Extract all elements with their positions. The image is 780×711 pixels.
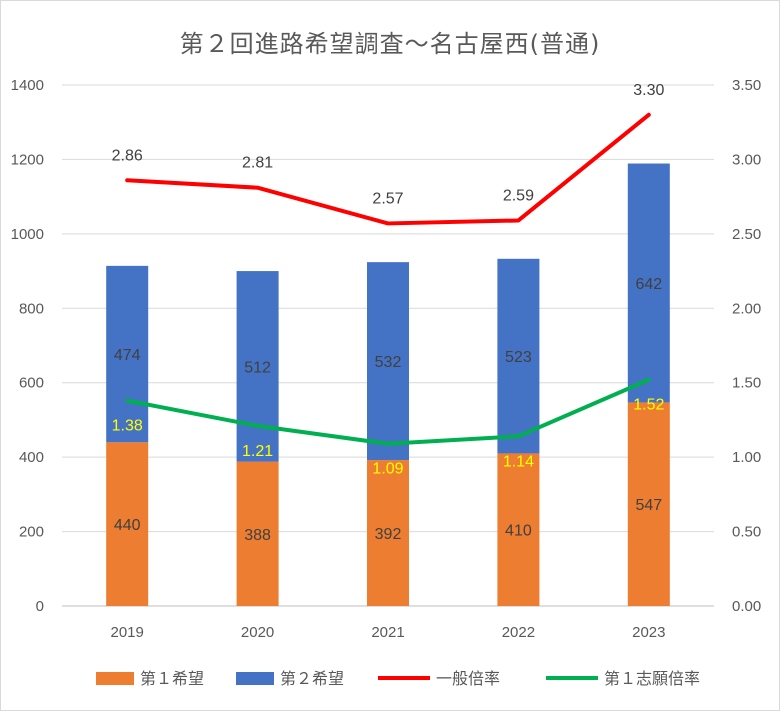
line-value-label: 1.21	[242, 443, 273, 460]
legend-swatch	[96, 672, 134, 685]
bars	[106, 163, 670, 606]
bar-value-label: 532	[375, 354, 402, 371]
y-left-tick-label: 800	[19, 300, 44, 317]
line-value-label: 2.59	[503, 187, 534, 204]
x-tick-label: 2023	[632, 624, 665, 641]
bar-segment	[627, 402, 670, 606]
y-right-tick-label: 2.50	[732, 226, 761, 243]
series-line	[125, 377, 651, 446]
bar-value-label: 547	[635, 497, 662, 514]
line-value-label: 3.30	[633, 82, 664, 99]
y-left-tick-label: 400	[19, 449, 44, 466]
bar-segment	[367, 460, 409, 606]
line-value-label: 1.09	[372, 461, 403, 478]
bar-segment	[497, 453, 540, 606]
bar-value-label: 440	[114, 517, 141, 534]
legend-swatch	[236, 672, 274, 685]
bar-value-label: 512	[244, 359, 271, 376]
y-left-tick-label: 200	[19, 524, 44, 541]
line-value-label: 1.14	[503, 453, 534, 470]
line-value-label: 2.57	[372, 190, 403, 207]
y-right-tick-label: 3.50	[732, 77, 761, 94]
bar-segment	[236, 271, 279, 462]
y-left-tick-label: 1000	[11, 226, 44, 243]
bar-segment	[627, 163, 670, 403]
legend-label: 一般倍率	[436, 669, 500, 688]
y-right-tick-label: 2.00	[732, 300, 761, 317]
x-tick-label: 2022	[502, 624, 535, 641]
legend-label: 第１希望	[140, 669, 204, 688]
bar-value-label: 392	[375, 526, 402, 543]
bar-value-label: 642	[635, 276, 662, 293]
bar-value-label: 474	[114, 347, 141, 364]
y-left-tick-label: 600	[19, 375, 44, 392]
line-value-label: 2.86	[112, 147, 143, 164]
axes: 0 0.00 200 0.50 400 1.00 600 1.50 800 2.00 1000 2.5…	[11, 77, 762, 641]
line-value-label: 1.38	[112, 418, 143, 435]
data-labels: 440 474 388 512 392 532 410 523 547 642 2.86 2.81 2.…	[112, 82, 665, 544]
bar-segment	[236, 461, 279, 606]
lines	[125, 112, 651, 446]
x-tick-label: 2019	[111, 624, 144, 641]
bar-value-label: 388	[244, 527, 271, 544]
chart-title: 第２回進路希望調査～名古屋西(普通)	[179, 30, 601, 58]
y-right-tick-label: 1.50	[732, 375, 761, 392]
legend-label: 第１志願倍率	[604, 669, 700, 688]
x-tick-label: 2020	[241, 624, 274, 641]
bar-segment	[497, 258, 540, 454]
line-value-label: 1.52	[633, 397, 664, 414]
y-right-tick-label: 1.00	[732, 449, 761, 466]
bar-value-label: 523	[505, 349, 532, 366]
x-tick-label: 2021	[371, 624, 404, 641]
bar-segment	[367, 262, 409, 461]
line-value-label: 2.81	[242, 155, 273, 172]
y-left-tick-label: 0	[36, 598, 44, 615]
bar-segment	[106, 265, 149, 443]
bar-value-label: 410	[505, 523, 532, 540]
y-right-tick-label: 0.50	[732, 524, 761, 541]
legend-label: 第２希望	[280, 669, 344, 688]
y-right-tick-label: 0.00	[732, 598, 761, 615]
y-left-tick-label: 1200	[11, 151, 44, 168]
y-left-tick-label: 1400	[11, 77, 44, 94]
series-line	[125, 112, 651, 226]
bar-segment	[106, 442, 149, 606]
legend: 第１希望 第２希望 一般倍率 第１志願倍率	[96, 669, 700, 688]
y-right-tick-label: 3.00	[732, 151, 761, 168]
